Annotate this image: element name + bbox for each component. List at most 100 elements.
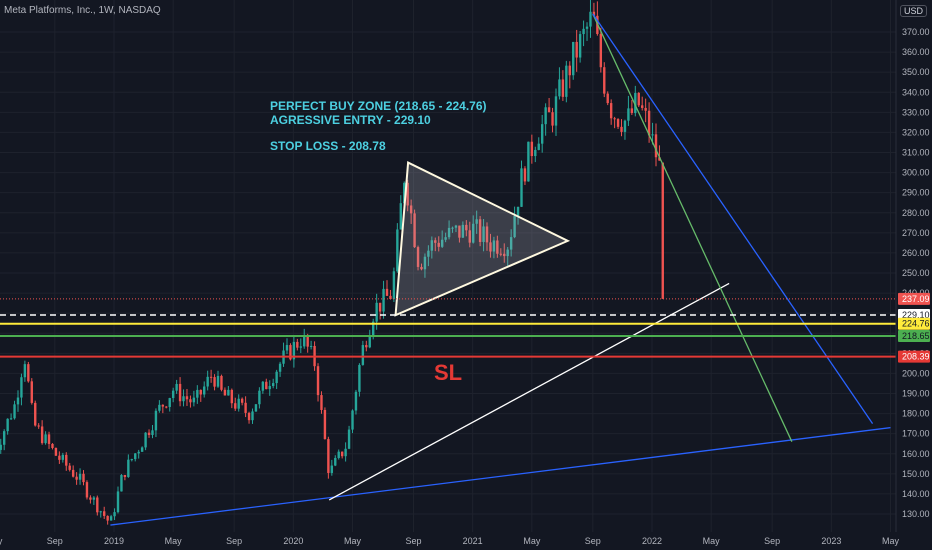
candle-body	[2, 431, 6, 445]
candle-body	[340, 451, 344, 457]
candle-body	[582, 28, 585, 35]
stop-loss-note: STOP LOSS - 208.78	[270, 139, 386, 153]
candle-body	[199, 389, 202, 395]
x-tick-label: May	[882, 536, 900, 546]
candle-body	[537, 143, 540, 150]
candle-body	[603, 67, 606, 94]
candle-body	[578, 34, 582, 58]
candle-body	[527, 141, 530, 182]
candle-body	[265, 381, 268, 390]
candle-body	[137, 451, 140, 454]
y-tick-label: 280.00	[902, 208, 930, 218]
x-tick-label: 2020	[283, 536, 303, 546]
candle-body	[513, 216, 516, 238]
x-tick-label: Sep	[47, 536, 63, 546]
candle-body	[434, 240, 437, 243]
candle-body	[58, 455, 61, 460]
y-tick-label: 340.00	[902, 87, 930, 97]
price-axis[interactable]	[896, 0, 932, 550]
candle-body	[254, 404, 258, 412]
candle-body	[303, 334, 306, 347]
candle-body	[351, 410, 354, 430]
trendline[interactable]	[328, 282, 730, 501]
candle-body	[13, 404, 16, 419]
y-tick-label: 360.00	[902, 47, 930, 57]
candle-body	[499, 253, 503, 255]
candle-body	[6, 418, 9, 432]
candle-body	[320, 395, 323, 410]
x-tick-label: 2022	[642, 536, 662, 546]
candle-body	[420, 266, 423, 270]
candle-body	[89, 497, 92, 500]
y-tick-label: 330.00	[902, 107, 930, 117]
trendline[interactable]	[592, 13, 874, 424]
y-tick-label: 270.00	[902, 228, 930, 238]
drawings	[110, 13, 891, 526]
candle-body	[482, 226, 485, 242]
candle-body	[365, 345, 368, 348]
sl-label: SL	[434, 360, 463, 385]
currency-button[interactable]: USD	[900, 5, 928, 17]
candle-body	[244, 402, 247, 413]
candle-body	[358, 364, 361, 392]
x-tick-label: May	[344, 536, 362, 546]
candle-body	[475, 219, 478, 224]
candle-body	[85, 482, 89, 498]
candle-body	[444, 237, 447, 240]
candle-body	[23, 364, 27, 378]
candle-body	[544, 107, 547, 125]
candle-body	[540, 124, 544, 144]
candle-body	[61, 454, 65, 460]
candle-body	[634, 92, 637, 114]
candle-body	[392, 271, 396, 300]
y-tick-label: 140.00	[902, 489, 930, 499]
candle-body	[175, 383, 178, 391]
candle-body	[109, 516, 113, 521]
candle-body	[299, 346, 302, 348]
candle-body	[637, 92, 640, 106]
candle-body	[354, 391, 358, 411]
last-price-label: 237.09	[902, 294, 930, 304]
candle-body	[30, 381, 33, 403]
candle-body	[54, 447, 58, 456]
y-tick-label: 180.00	[902, 409, 930, 419]
candle-body	[516, 206, 520, 217]
candle-body	[454, 225, 458, 228]
candle-body	[641, 105, 644, 108]
candle-body	[627, 108, 630, 121]
candle-body	[16, 397, 20, 405]
candle-body	[113, 512, 116, 517]
candle-body	[592, 11, 596, 16]
candle-body	[651, 134, 654, 136]
candle-body	[478, 219, 482, 242]
candlestick-series	[0, 0, 664, 525]
candle-body	[275, 371, 278, 384]
candle-body	[344, 448, 347, 457]
candle-body	[589, 11, 592, 27]
triangle-pattern[interactable]	[394, 160, 571, 317]
candle-body	[568, 65, 571, 76]
x-tick-label: May	[703, 536, 721, 546]
x-tick-label: Sep	[226, 536, 242, 546]
candle-body	[192, 397, 196, 403]
level-price-label: 229.10	[902, 310, 930, 320]
trendline[interactable]	[592, 13, 793, 442]
candle-body	[213, 377, 216, 387]
candle-body	[44, 434, 47, 444]
candle-body	[423, 256, 427, 270]
x-tick-label: Sep	[405, 536, 421, 546]
candle-body	[209, 376, 213, 378]
candle-body	[368, 335, 371, 348]
candle-body	[165, 406, 168, 408]
candle-body	[430, 240, 434, 251]
candle-body	[285, 345, 289, 351]
candle-body	[92, 497, 96, 500]
x-tick-label: Sep	[585, 536, 601, 546]
candle-body	[144, 432, 147, 448]
candle-body	[9, 418, 13, 420]
candle-body	[306, 334, 309, 347]
y-tick-label: 370.00	[902, 27, 930, 37]
candle-body	[465, 224, 468, 231]
trendline[interactable]	[110, 426, 891, 526]
